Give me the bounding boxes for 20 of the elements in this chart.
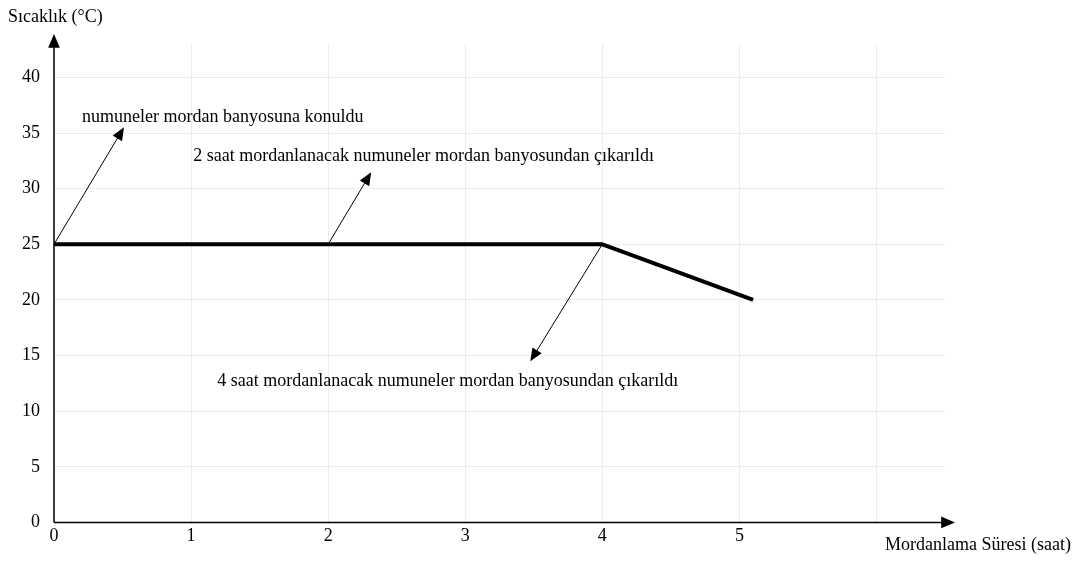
annotation: numuneler mordan banyosuna konuldu bbox=[82, 106, 364, 127]
x-axis-title: Mordanlama Süresi (saat) bbox=[885, 534, 1071, 556]
y-tick-label: 20 bbox=[22, 288, 40, 309]
x-tick-label: 4 bbox=[597, 524, 607, 545]
y-tick-label: 40 bbox=[22, 66, 40, 87]
y-axis-title: Sıcaklık (°C) bbox=[8, 6, 103, 27]
y-tick-label: 35 bbox=[22, 121, 40, 142]
x-tick-label: 3 bbox=[460, 524, 470, 545]
y-tick-label: 10 bbox=[22, 399, 40, 420]
x-tick-label: 5 bbox=[734, 524, 744, 545]
annotation: 4 saat mordanlanacak numuneler mordan banyosundan çıkarıldı bbox=[217, 370, 679, 391]
y-tick-label: 0 bbox=[31, 511, 40, 532]
x-tick-label: 0 bbox=[49, 524, 59, 545]
y-tick-label: 15 bbox=[22, 344, 40, 365]
y-tick-label: 30 bbox=[22, 177, 40, 198]
x-tick-label: 2 bbox=[323, 524, 333, 545]
annotation: 2 saat mordanlanacak numuneler mordan banyosundan çıkarıldı bbox=[193, 145, 655, 166]
y-tick-label: 25 bbox=[22, 232, 40, 253]
x-tick-label: 1 bbox=[186, 524, 196, 545]
y-tick-label: 5 bbox=[31, 455, 40, 476]
